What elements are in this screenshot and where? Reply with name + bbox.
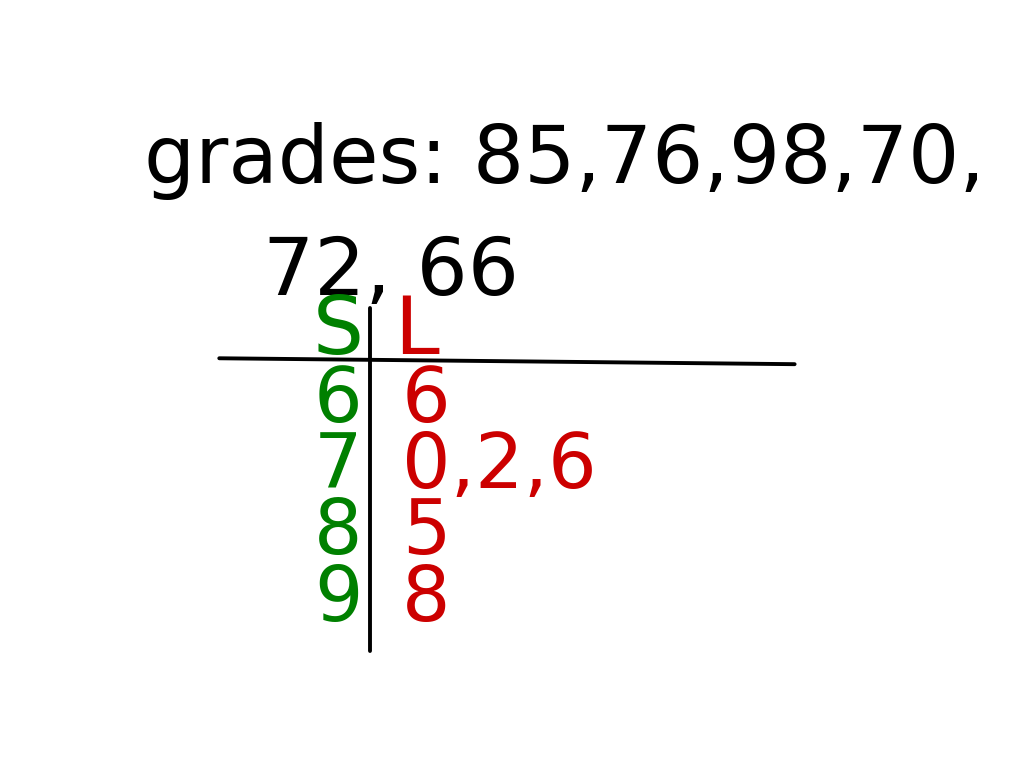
Text: 0,2,6: 0,2,6: [401, 430, 596, 504]
Text: S: S: [312, 293, 364, 371]
Text: 8: 8: [314, 496, 362, 571]
Text: 7: 7: [314, 430, 362, 504]
Text: 6: 6: [401, 364, 451, 438]
Text: 8: 8: [401, 562, 451, 637]
Text: grades: 85,76,98,70,: grades: 85,76,98,70,: [143, 121, 985, 200]
Text: 9: 9: [314, 562, 362, 637]
Text: 5: 5: [401, 496, 451, 571]
Text: 6: 6: [314, 364, 362, 438]
Text: L: L: [394, 293, 438, 371]
Text: 72, 66: 72, 66: [263, 234, 519, 312]
